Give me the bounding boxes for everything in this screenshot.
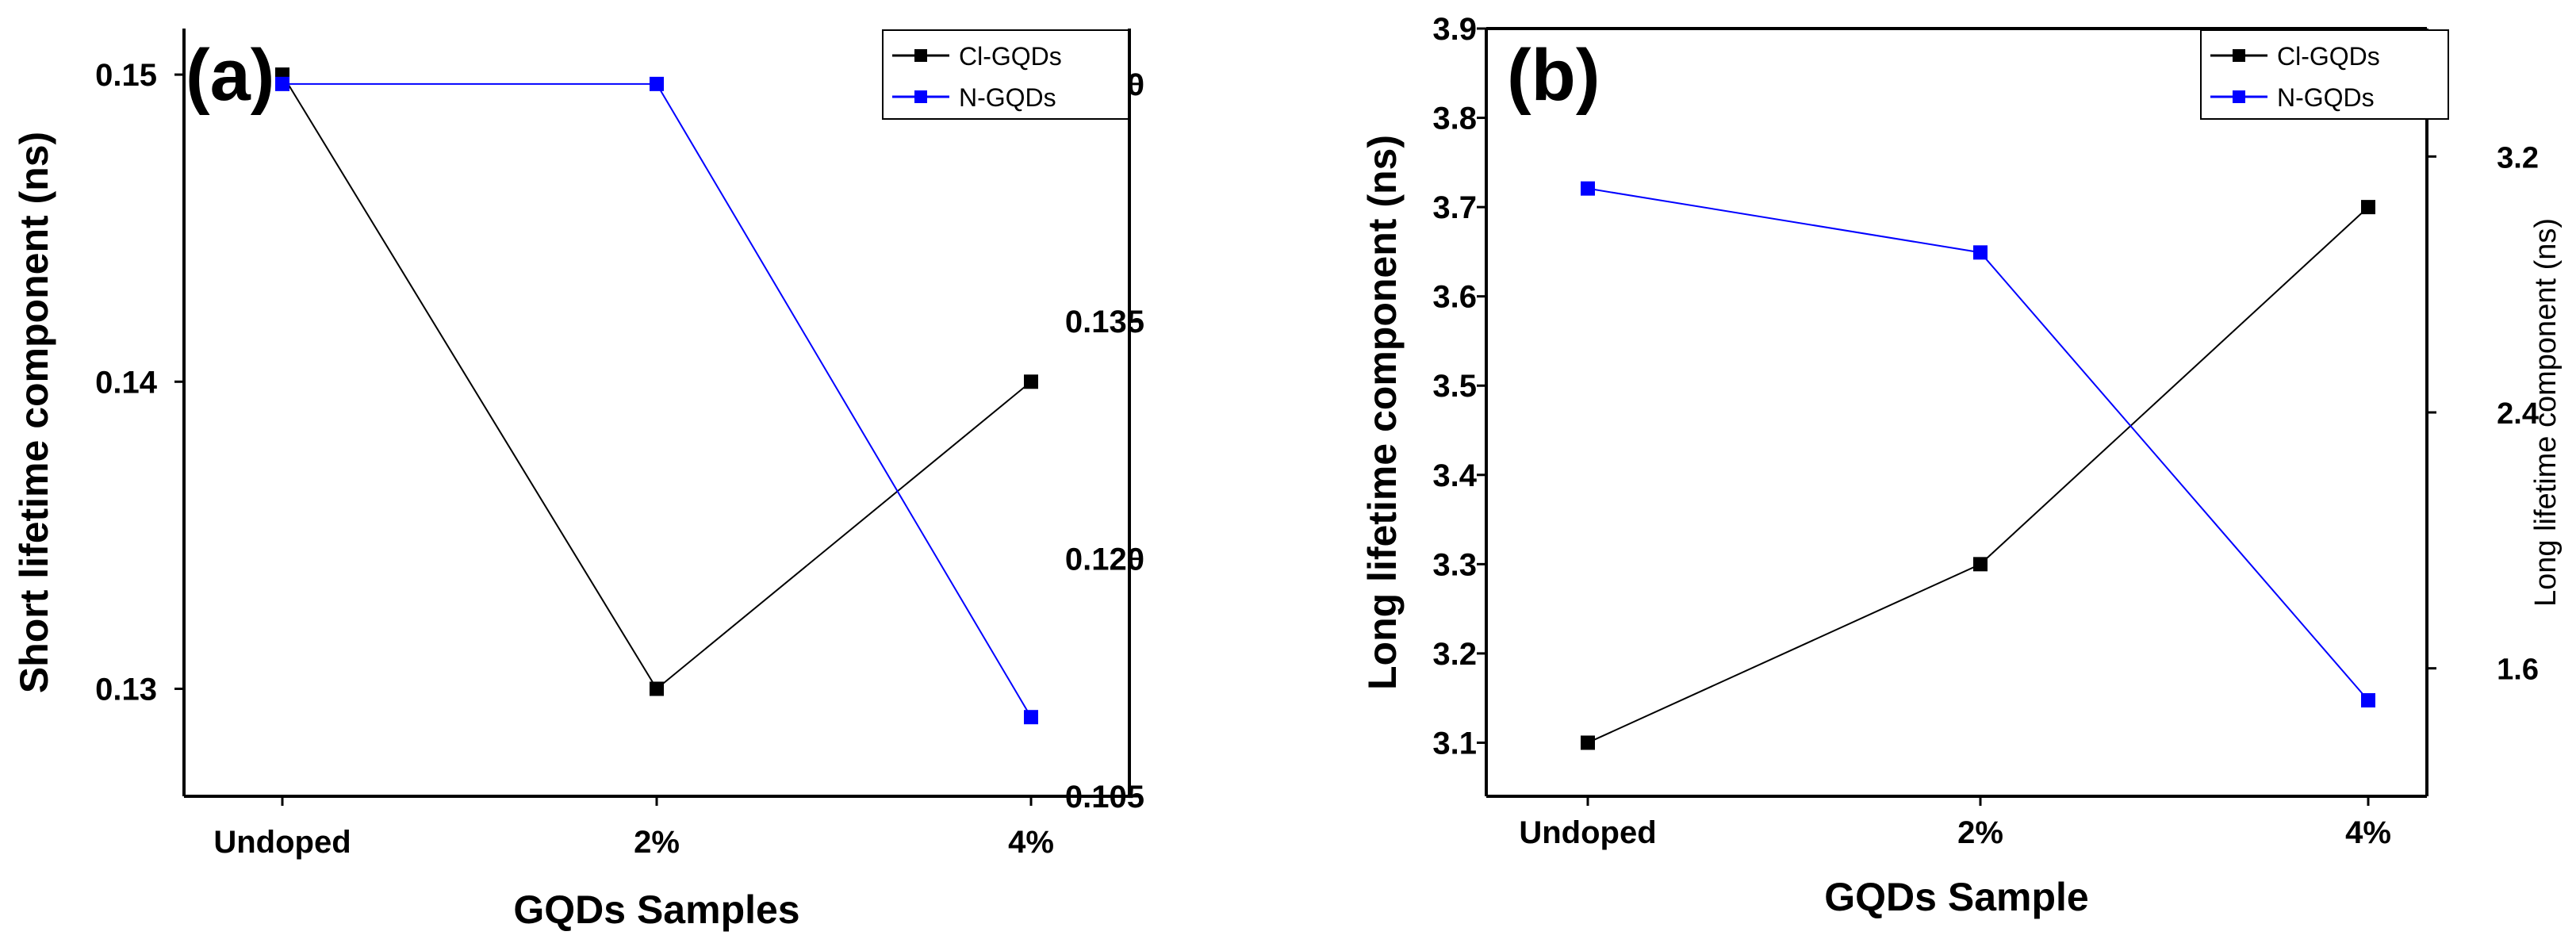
left-tick-label: 0.15 bbox=[95, 58, 157, 93]
right-y-axis-title: Long lifetime component (ns) bbox=[2529, 218, 2563, 607]
x-tick-label: 2% bbox=[634, 825, 680, 860]
left-tick-label: 3.1 bbox=[1432, 726, 1477, 761]
left-tick-label: 3.3 bbox=[1432, 547, 1477, 582]
series-n-gqds bbox=[1581, 181, 2375, 707]
left-tick-label: 3.9 bbox=[1432, 12, 1477, 47]
legend-marker bbox=[914, 90, 927, 103]
legend-label: N-GQDs bbox=[959, 83, 1056, 112]
series-line bbox=[282, 74, 1032, 690]
series-line bbox=[1587, 187, 2369, 701]
right-tick-label: 0.135 bbox=[1065, 305, 1144, 339]
series-line bbox=[282, 82, 1032, 718]
right-tick-label: 2.4 bbox=[2497, 397, 2539, 431]
x-tick-label: 4% bbox=[1008, 825, 1054, 860]
left-tick-label: 3.5 bbox=[1432, 369, 1477, 404]
data-point bbox=[1024, 710, 1038, 725]
legend: Cl-GQDs N-GQDs bbox=[2200, 29, 2449, 120]
x-tick-label: Undoped bbox=[213, 825, 351, 860]
legend: Cl-GQDs N-GQDs bbox=[882, 29, 1129, 120]
legend-marker bbox=[2233, 90, 2245, 103]
series-cl-gqds bbox=[1581, 200, 2375, 750]
legend-label: Cl-GQDs bbox=[2277, 42, 2380, 71]
left-tick-label: 0.13 bbox=[95, 672, 157, 707]
data-point bbox=[1024, 374, 1038, 389]
y-axis-title: Short lifetime component (ns) bbox=[12, 132, 56, 693]
data-point bbox=[1581, 735, 1595, 750]
panel-label: (a) bbox=[186, 35, 274, 116]
x-axis-title: GQDs Sample bbox=[1824, 875, 2088, 919]
data-point bbox=[650, 681, 664, 696]
left-tick-label: 3.8 bbox=[1432, 102, 1477, 136]
data-point bbox=[2361, 693, 2375, 707]
panel-b: 3.1 3.2 3.3 3.4 3.5 3.6 3.7 3.8 3.9 1.6 2.4 3.2 Undo… bbox=[1360, 12, 2563, 919]
legend-box bbox=[2200, 29, 2449, 120]
series-line bbox=[1587, 206, 2369, 744]
legend-box bbox=[882, 29, 1129, 120]
left-tick-label: 0.14 bbox=[95, 365, 158, 400]
y-axis-title: Long lifetime component (ns) bbox=[1360, 135, 1405, 690]
data-point bbox=[1973, 557, 1988, 572]
left-tick-label: 3.4 bbox=[1432, 458, 1477, 493]
data-point bbox=[1973, 245, 1988, 260]
left-tick-label: 3.6 bbox=[1432, 280, 1477, 315]
x-tick-label: 4% bbox=[2345, 815, 2391, 850]
panel-label: (b) bbox=[1507, 35, 1600, 116]
legend-marker bbox=[2233, 49, 2245, 62]
data-point bbox=[275, 76, 289, 91]
x-tick-label: Undoped bbox=[1519, 815, 1656, 850]
legend-marker bbox=[914, 49, 927, 62]
legend-label: N-GQDs bbox=[2277, 83, 2375, 112]
right-tick-label: 0.105 bbox=[1065, 780, 1144, 815]
data-point bbox=[650, 76, 664, 91]
left-tick-label: 3.7 bbox=[1432, 190, 1477, 225]
data-point bbox=[2361, 200, 2375, 215]
series-cl-gqds bbox=[275, 67, 1038, 696]
right-tick-label: 0.120 bbox=[1065, 542, 1144, 577]
series-n-gqds bbox=[275, 76, 1038, 725]
left-tick-label: 3.2 bbox=[1432, 637, 1477, 672]
x-axis-title: GQDs Samples bbox=[513, 887, 799, 932]
panel-a: 0.130.140.150.1050.1200.1350.150Undoped2… bbox=[12, 29, 1144, 932]
right-tick-label: 3.2 bbox=[2497, 141, 2539, 174]
legend-label: Cl-GQDs bbox=[959, 42, 1062, 71]
x-tick-label: 2% bbox=[1957, 815, 2003, 850]
right-tick-label: 1.6 bbox=[2497, 654, 2539, 687]
data-point bbox=[1581, 181, 1595, 196]
